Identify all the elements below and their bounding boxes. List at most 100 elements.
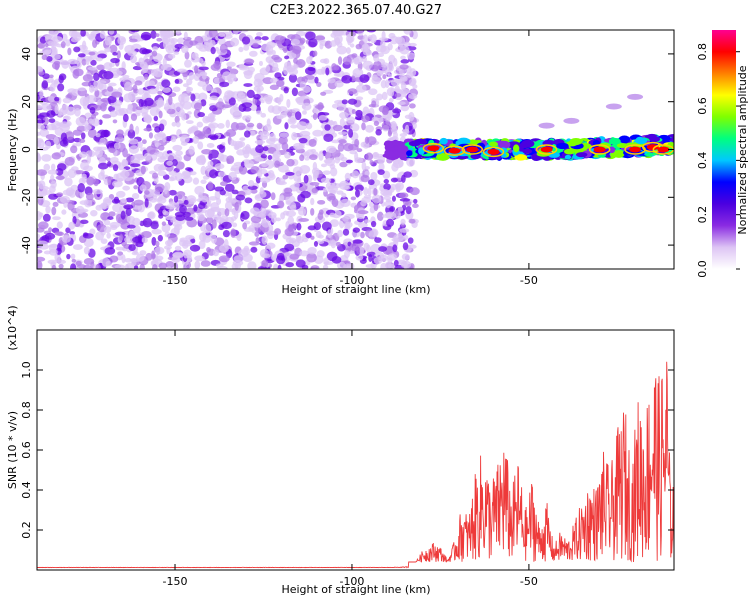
heatmap-noise-cell (304, 156, 310, 161)
heatmap-noise-cell (348, 128, 354, 138)
heatmap-noise-cell (377, 169, 385, 175)
heatmap-peak-ring (443, 145, 466, 156)
heatmap-noise-cell (412, 121, 417, 130)
heatmap-noise-cell (291, 131, 298, 141)
heatmap-noise-cell (331, 198, 339, 208)
heatmap-y-axis-label: Frequency (Hz) (6, 109, 19, 192)
heatmap-noise-cell (44, 140, 52, 149)
heatmap-noise-cell (261, 43, 272, 52)
heatmap-noise-cell (95, 264, 101, 269)
heatmap-noise-cell (167, 266, 172, 269)
heatmap-noise-cell (371, 76, 381, 85)
heatmap-noise-cell (401, 253, 410, 261)
heatmap-noise-cell (168, 201, 180, 205)
heatmap-signal-cell (406, 150, 413, 157)
heatmap-noise-cell (332, 30, 343, 37)
heatmap-noise-cell (181, 45, 189, 54)
heatmap-noise-cell (183, 31, 188, 40)
heatmap-noise-cell (131, 193, 140, 200)
heatmap-noise-cell (207, 181, 214, 191)
snr-y-tick-label: 0.6 (20, 441, 33, 459)
heatmap-axes: -150 -100 -50 -40 -20 0 20 40 (20, 30, 674, 287)
heatmap-noise-cell (170, 136, 177, 143)
heatmap-noise-cell (293, 64, 299, 70)
heatmap-noise-cell (390, 177, 398, 183)
heatmap-noise-cell (183, 199, 189, 205)
heatmap-noise-cell (392, 159, 404, 169)
heatmap-noise-cell (292, 45, 302, 55)
heatmap-noise-cell (352, 227, 361, 233)
heatmap-noise-cell (81, 81, 92, 87)
heatmap-noise-cell (198, 240, 206, 250)
heatmap-signal-cell (616, 143, 629, 148)
heatmap-noise-cell (235, 194, 246, 201)
heatmap-noise-cell (195, 156, 207, 166)
heatmap-noise-cell (77, 87, 87, 92)
heatmap-noise-cell (56, 192, 64, 197)
heatmap-secondary-trace (605, 103, 622, 110)
heatmap-noise-cell (112, 164, 119, 172)
heatmap-noise-cell (125, 197, 135, 203)
heatmap-noise-cell (334, 80, 344, 88)
heatmap-noise-cell (95, 132, 101, 138)
heatmap-noise-cell (337, 143, 345, 152)
heatmap-noise-cell (174, 115, 180, 124)
heatmap-noise-cell (124, 81, 133, 92)
heatmap-noise-cell (37, 42, 46, 49)
heatmap-noise-cell (204, 30, 210, 35)
heatmap-noise-cell (109, 44, 118, 54)
heatmap-noise-cell (359, 74, 370, 83)
heatmap-noise-cell (172, 159, 178, 167)
heatmap-noise-cell (271, 105, 282, 115)
heatmap-noise-cell (54, 96, 60, 102)
heatmap-noise-cell (37, 260, 43, 269)
heatmap-noise-cell (88, 51, 96, 56)
heatmap-noise-cell (279, 112, 288, 118)
heatmap-noise-cell (381, 121, 392, 130)
heatmap-noise-cell (387, 73, 393, 78)
snr-x-axis-label: Height of straight line (km) (281, 583, 430, 596)
heatmap-noise-cell (155, 151, 164, 158)
heatmap-noise-cell (104, 47, 112, 53)
heatmap-noise-cell (100, 169, 105, 177)
heatmap-noise-cell (364, 124, 375, 133)
heatmap-signal-cell (521, 139, 535, 148)
heatmap-noise-cell (404, 200, 412, 207)
heatmap-noise-cell (361, 55, 368, 63)
heatmap-noise-cell (217, 152, 225, 162)
heatmap-noise-cell (408, 218, 416, 224)
heatmap-noise-cell (342, 263, 353, 269)
heatmap-noise-cell (86, 155, 91, 164)
heatmap-noise-cell (342, 228, 350, 236)
heatmap-noise-cell (382, 107, 389, 116)
heatmap-noise-cell (54, 104, 59, 115)
heatmap-noise-cell (254, 231, 260, 237)
heatmap-noise-cell (107, 216, 114, 220)
heatmap-noise-cell (208, 122, 219, 129)
heatmap-noise-cell (78, 138, 86, 143)
heatmap-signal-cell (513, 144, 520, 153)
heatmap-noise-cell (387, 130, 392, 137)
heatmap-noise-cell (62, 136, 68, 145)
heatmap-noise-cell (368, 254, 373, 262)
heatmap-noise-cell (284, 243, 295, 252)
heatmap-noise-cell (109, 221, 121, 229)
heatmap-noise-cell (351, 170, 360, 179)
heatmap-noise-cell (129, 54, 138, 64)
heatmap-noise-cell (75, 116, 86, 127)
heatmap-noise-cell (402, 242, 409, 251)
heatmap-noise-cell (364, 170, 370, 176)
heatmap-noise-cell (272, 150, 281, 159)
heatmap-noise-cell (48, 193, 59, 200)
heatmap-noise-cell (176, 68, 188, 73)
heatmap-noise-cell (407, 237, 414, 244)
heatmap-noise-cell (250, 188, 258, 194)
heatmap-noise-cell (281, 142, 289, 151)
heatmap-noise-cell (69, 231, 76, 235)
heatmap-noise-cell (304, 66, 316, 76)
heatmap-noise-cell (350, 196, 357, 201)
heatmap-noise-cell (177, 193, 183, 200)
heatmap-noise-cell (191, 52, 199, 60)
heatmap-noise-cell (206, 247, 211, 253)
